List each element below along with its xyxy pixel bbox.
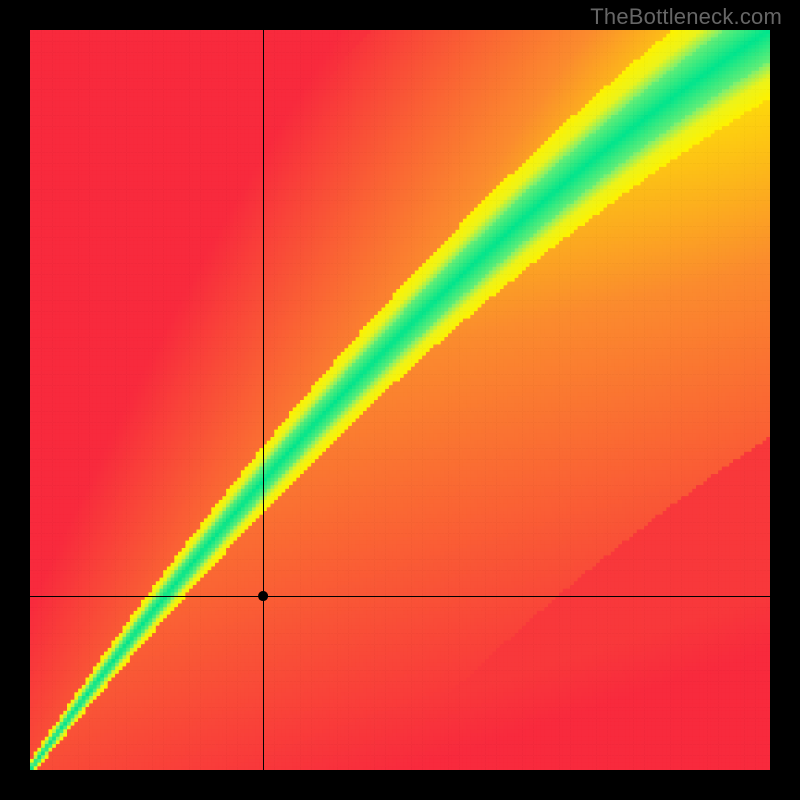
bottleneck-heatmap [0,0,800,800]
